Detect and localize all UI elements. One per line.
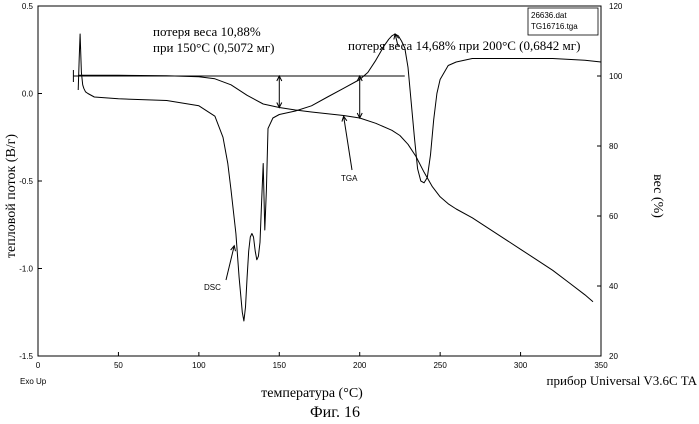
- y-tick-label: -1.0: [19, 265, 33, 274]
- annotation-loss-150-line2: при 150°C (0,5072 мг): [153, 40, 275, 55]
- y-tick-label: 0.0: [22, 90, 34, 99]
- label-pointer: [226, 246, 234, 280]
- x-tick-label: 150: [273, 361, 287, 370]
- y-tick-label: -0.5: [19, 177, 33, 186]
- x-tick-label: 50: [114, 361, 123, 370]
- file-name-dat: 26636.dat: [531, 11, 567, 20]
- figure-caption: Фиг. 16: [310, 404, 360, 421]
- y2-tick-label: 100: [609, 72, 623, 81]
- x-tick-label: 100: [192, 361, 206, 370]
- x-tick-label: 0: [36, 361, 41, 370]
- y-tick-label: -1.5: [19, 352, 33, 361]
- x-tick-label: 200: [353, 361, 367, 370]
- annotation-loss-200: потеря веса 14,68% при 200°C (0,6842 мг): [348, 38, 580, 53]
- y-tick-label: 0.5: [22, 2, 34, 11]
- series-tga-line: [78, 75, 593, 301]
- dsc-curve-label: DSC: [204, 283, 221, 292]
- tga-curve-label: TGA: [341, 174, 358, 183]
- label-pointer: [344, 116, 352, 170]
- y2-tick-label: 40: [609, 282, 618, 291]
- y2-tick-label: 120: [609, 2, 623, 11]
- series-dsc-line: [78, 34, 601, 321]
- x-tick-label: 300: [514, 361, 528, 370]
- y2-tick-label: 80: [609, 142, 618, 151]
- exo-up-label: Exo Up: [20, 377, 47, 386]
- reference-baseline: [73, 70, 404, 82]
- x-axis-label: температура (°C): [261, 386, 363, 401]
- y2-tick-label: 60: [609, 212, 618, 221]
- y2-tick-label: 20: [609, 352, 618, 361]
- y-axis-label: тепловой поток (В/г): [4, 134, 19, 258]
- y2-axis-label: вес (%): [650, 174, 665, 218]
- data-series: [78, 34, 601, 321]
- x-tick-label: 350: [594, 361, 608, 370]
- annotation-loss-150-line1: потеря веса 10,88%: [153, 24, 261, 39]
- instrument-label: прибор Universal V3.6C TA: [547, 373, 698, 388]
- x-tick-label: 250: [433, 361, 447, 370]
- file-name-tga: TG16716.tga: [531, 22, 578, 31]
- annotation-arrows: [226, 34, 399, 280]
- axis-ticks: 0 50 100 150 200 250 300 350 0.5 0.0 -0.5 -1.0 -1.5 1…: [19, 2, 623, 370]
